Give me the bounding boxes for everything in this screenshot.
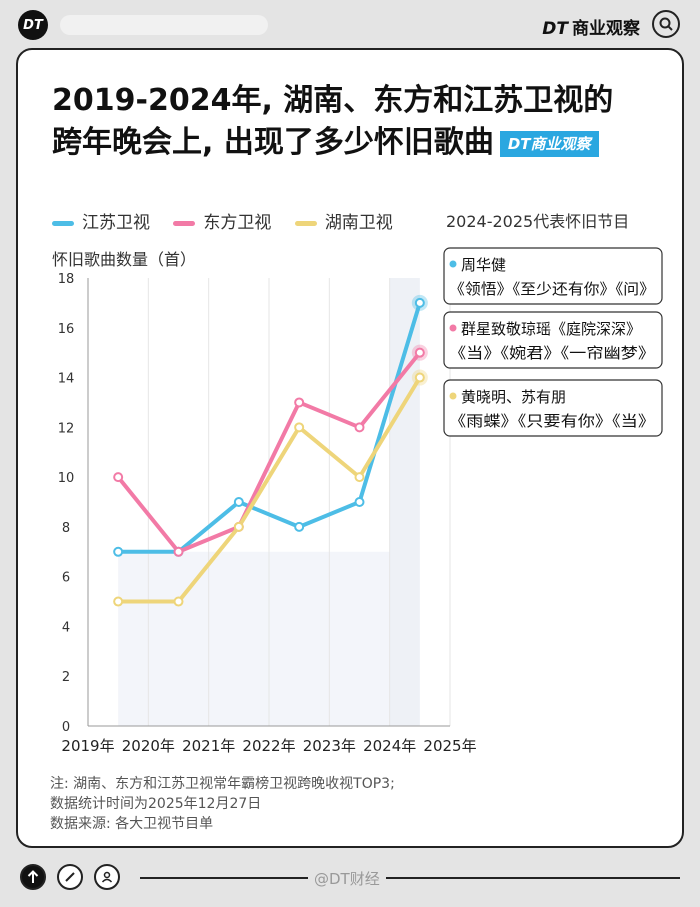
y-axis-label: 怀旧歌曲数量（首）: [52, 250, 197, 269]
y-tick-label: 12: [58, 421, 75, 436]
note-line: 数据来源: 各大卫视节目单: [50, 816, 214, 832]
annotation-dot: [449, 324, 457, 332]
x-tick-label: 2022年: [242, 737, 295, 755]
note-line: 注: 湖南、东方和江苏卫视常年霸榜卫视跨晚收视TOP3;: [50, 776, 395, 792]
annotation-line1: 周华健: [461, 256, 506, 274]
chart-card: 2019-2024年, 湖南、东方和江苏卫视的 跨年晚会上, 出现了多少怀旧歌曲…: [16, 48, 684, 848]
y-tick-label: 0: [62, 720, 70, 735]
legend-item-hunan: 湖南卫视: [294, 208, 393, 233]
brand: DT 商业观察: [542, 19, 640, 39]
y-tick-label: 14: [58, 372, 75, 387]
annotation-box: 周华健《领悟》《至少还有你》《问》: [443, 247, 663, 305]
top-bar: DT DT 商业观察: [0, 0, 700, 50]
data-point: [294, 397, 305, 408]
series-line-2: [116, 375, 422, 604]
data-point: [113, 546, 124, 557]
chart-title: 2019-2024年, 湖南、东方和江苏卫视的 跨年晚会上, 出现了多少怀旧歌曲…: [52, 83, 614, 160]
brand-badge: DT商业观察: [499, 130, 599, 157]
series-line-1: [116, 350, 422, 554]
chart-area-shade: [118, 551, 390, 726]
pencil-icon[interactable]: [57, 864, 83, 890]
data-point: [414, 347, 425, 358]
data-point: [354, 422, 365, 433]
arrow-up-icon[interactable]: [20, 864, 46, 890]
y-tick-label: 6: [62, 571, 70, 586]
legend-item-jiangsu: 江苏卫视: [52, 208, 150, 233]
logo-icon[interactable]: DT: [18, 10, 48, 40]
weibo-handle: @DT财经: [308, 868, 386, 889]
x-tick-label: 2023年: [303, 737, 356, 755]
y-tick-label: 10: [58, 471, 75, 486]
annotation-line2: 《雨蝶》《只要有你》《当》: [449, 412, 655, 430]
data-point: [354, 472, 365, 483]
data-point: [294, 422, 305, 433]
data-point: [173, 596, 184, 607]
annotation-line1: 群星致敬琼瑶《庭院深深》: [461, 320, 641, 338]
annotation-box: 黄晓明、苏有朋《雨蝶》《只要有你》《当》: [443, 379, 663, 437]
user-icon[interactable]: [94, 864, 120, 890]
chart-legend: 江苏卫视 东方卫视 湖南卫视: [52, 208, 411, 233]
x-tick-label: 2021年: [182, 737, 235, 755]
data-point: [173, 546, 184, 557]
annotation-box: 群星致敬琼瑶《庭院深深》《当》《婉君》《一帘幽梦》: [443, 311, 663, 369]
annotation-dot: [449, 260, 457, 268]
search-icon[interactable]: [652, 10, 680, 38]
data-point: [354, 497, 365, 507]
note-line: 数据统计时间为2025年12月27日: [50, 796, 262, 812]
y-tick-label: 2: [62, 670, 70, 685]
data-point: [414, 372, 425, 383]
y-tick-label: 8: [62, 521, 70, 536]
series-line-0: [116, 300, 422, 554]
data-point: [233, 521, 244, 532]
data-point: [294, 521, 305, 532]
annotation-header: 2024-2025代表怀旧节目: [446, 212, 630, 231]
annotation-frame: [443, 311, 663, 369]
search-bar[interactable]: [60, 15, 268, 35]
x-tick-label: 2024年: [363, 737, 416, 755]
annotation-frame: [443, 247, 663, 305]
x-tick-label: 2020年: [122, 737, 175, 755]
x-tick-label: 2025年: [423, 737, 476, 755]
divider: [140, 877, 680, 879]
bottom-bar: @DT财经: [0, 852, 700, 907]
annotation-line2: 《领悟》《至少还有你》《问》: [449, 280, 655, 298]
annotation-frame: [443, 379, 663, 437]
annotation-line2: 《当》《婉君》《一帘幽梦》: [449, 344, 655, 362]
legend-item-dongfang: 东方卫视: [173, 208, 271, 233]
highlight-band: [389, 278, 420, 726]
data-point: [233, 497, 244, 507]
data-point: [113, 596, 124, 607]
y-tick-label: 16: [58, 322, 75, 337]
annotation-line1: 黄晓明、苏有朋: [461, 388, 566, 406]
x-tick-label: 2019年: [61, 737, 114, 755]
chart-notes: 注: 湖南、东方和江苏卫视常年霸榜卫视跨晚收视TOP3; 数据统计时间为2025…: [50, 774, 395, 834]
y-tick-label: 4: [62, 620, 70, 635]
line-chart: 0 2 4 6 8 10 12 14 16 18 2019年 2020年 2021年 2022年 2023年…: [58, 247, 663, 755]
data-point: [113, 472, 124, 483]
y-tick-label: 18: [58, 272, 75, 287]
annotation-dot: [449, 392, 457, 400]
data-point: [414, 297, 425, 308]
